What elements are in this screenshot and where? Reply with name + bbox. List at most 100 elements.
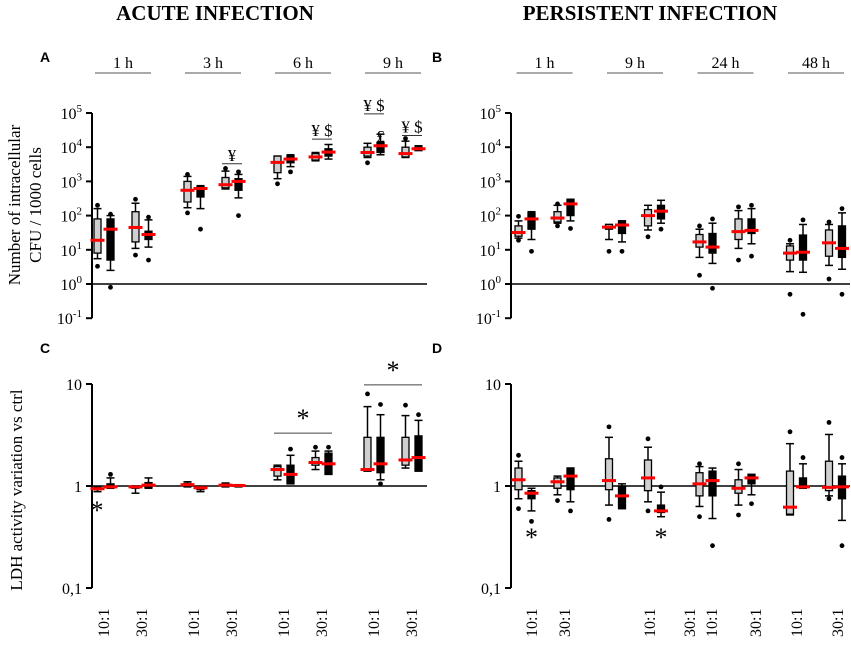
outlier-point xyxy=(658,484,664,490)
y-tick-base: 10 xyxy=(480,209,496,226)
box-iqr xyxy=(604,458,614,491)
x-tick-label: 30:1 xyxy=(748,609,765,637)
median-mark xyxy=(193,486,208,490)
x-tick-label: 10:1 xyxy=(704,609,721,637)
y-tick-base: 10 xyxy=(476,311,492,328)
y-tick-label: 102 xyxy=(480,206,502,226)
panel-label: C xyxy=(40,340,50,356)
significance-symbol: £ xyxy=(376,127,385,146)
outlier-point xyxy=(108,284,113,290)
x-tick-label: 10:1 xyxy=(186,609,203,637)
median-mark xyxy=(796,250,810,254)
box-black xyxy=(231,169,246,219)
median-mark xyxy=(563,202,578,206)
y-tick-exponent: 0 xyxy=(77,274,83,286)
box-iqr xyxy=(376,141,385,154)
box-grey xyxy=(641,436,655,514)
significance-symbol: ¥ $ xyxy=(363,96,384,115)
box-iqr xyxy=(196,186,205,198)
median-mark xyxy=(835,246,849,250)
x-tick-label: 30:1 xyxy=(314,609,331,637)
outlier-point xyxy=(516,506,521,512)
median-mark xyxy=(141,233,156,237)
box-iqr xyxy=(643,208,653,227)
box-black xyxy=(654,484,668,518)
y-tick-base: 10 xyxy=(480,106,496,123)
y-tick-label: 101 xyxy=(61,240,83,260)
outlier-point xyxy=(108,471,113,477)
box-grey xyxy=(692,461,707,520)
box-iqr xyxy=(273,465,282,477)
median-mark xyxy=(270,468,285,472)
time-group-label: 6 h xyxy=(293,55,313,72)
outlier-point xyxy=(516,237,521,243)
box-black xyxy=(796,217,810,317)
outlier-point xyxy=(787,237,793,243)
median-mark xyxy=(180,188,195,192)
box-grey xyxy=(180,172,195,216)
significance-symbol: ¥ $ xyxy=(401,117,422,136)
persistent-infection-title: PERSISTENT INFECTION xyxy=(523,1,778,25)
y-tick-exponent: 1 xyxy=(77,240,83,252)
significance-symbol: ¥ xyxy=(228,146,237,165)
significance-asterisk: * xyxy=(297,404,310,433)
outlier-point xyxy=(198,226,203,232)
outlier-point xyxy=(749,202,754,208)
y-tick-label: 103 xyxy=(61,171,83,191)
box-black xyxy=(283,446,298,485)
box-black xyxy=(103,211,118,290)
box-black xyxy=(563,198,578,231)
time-group-label: 1 h xyxy=(113,55,133,72)
box-iqr xyxy=(363,436,372,472)
x-tick-label: 30:1 xyxy=(224,609,241,637)
median-mark xyxy=(321,462,336,466)
box-grey xyxy=(218,482,233,488)
median-mark xyxy=(744,228,759,232)
box-iqr xyxy=(785,470,795,515)
y-tick-base: 10 xyxy=(61,243,77,260)
box-iqr xyxy=(617,220,627,235)
box-grey xyxy=(602,223,616,254)
x-tick-label: 10:1 xyxy=(524,609,541,637)
y-tick-base: 10 xyxy=(66,377,82,394)
box-grey xyxy=(550,201,565,229)
box-grey xyxy=(783,237,797,297)
box-grey xyxy=(128,196,143,258)
box-grey xyxy=(550,475,565,503)
x-tick-label: 10:1 xyxy=(276,609,293,637)
median-mark xyxy=(308,155,323,159)
panel-label: A xyxy=(40,49,50,65)
outlier-point xyxy=(710,285,715,291)
x-tick-label: 30:1 xyxy=(134,609,151,637)
outlier-point xyxy=(146,257,151,263)
outlier-point xyxy=(529,518,534,524)
median-mark xyxy=(141,483,156,487)
box-black xyxy=(411,145,426,152)
box-grey xyxy=(822,420,836,502)
outlier-point xyxy=(839,543,845,549)
outlier-point xyxy=(133,252,138,258)
box-black xyxy=(654,199,668,232)
significance-asterisk: * xyxy=(387,356,400,385)
median-mark xyxy=(550,216,565,220)
box-iqr xyxy=(376,436,385,474)
y-tick-base: 1 xyxy=(74,479,82,496)
box-iqr xyxy=(708,470,717,497)
box-grey xyxy=(822,219,836,282)
y-tick-label: 0,1 xyxy=(62,581,82,598)
median-mark xyxy=(218,483,233,487)
box-black xyxy=(193,486,208,493)
y-tick-base: 10 xyxy=(57,311,73,328)
median-mark xyxy=(731,230,746,234)
outlier-point xyxy=(288,169,293,175)
median-mark xyxy=(193,187,208,191)
median-mark xyxy=(360,150,375,154)
box-black xyxy=(411,412,426,472)
outlier-point xyxy=(275,181,280,187)
median-mark xyxy=(783,505,797,509)
box-black xyxy=(615,220,629,254)
median-mark xyxy=(103,485,118,489)
median-mark xyxy=(835,485,849,489)
box-grey xyxy=(731,461,746,518)
outlier-point xyxy=(365,391,370,397)
